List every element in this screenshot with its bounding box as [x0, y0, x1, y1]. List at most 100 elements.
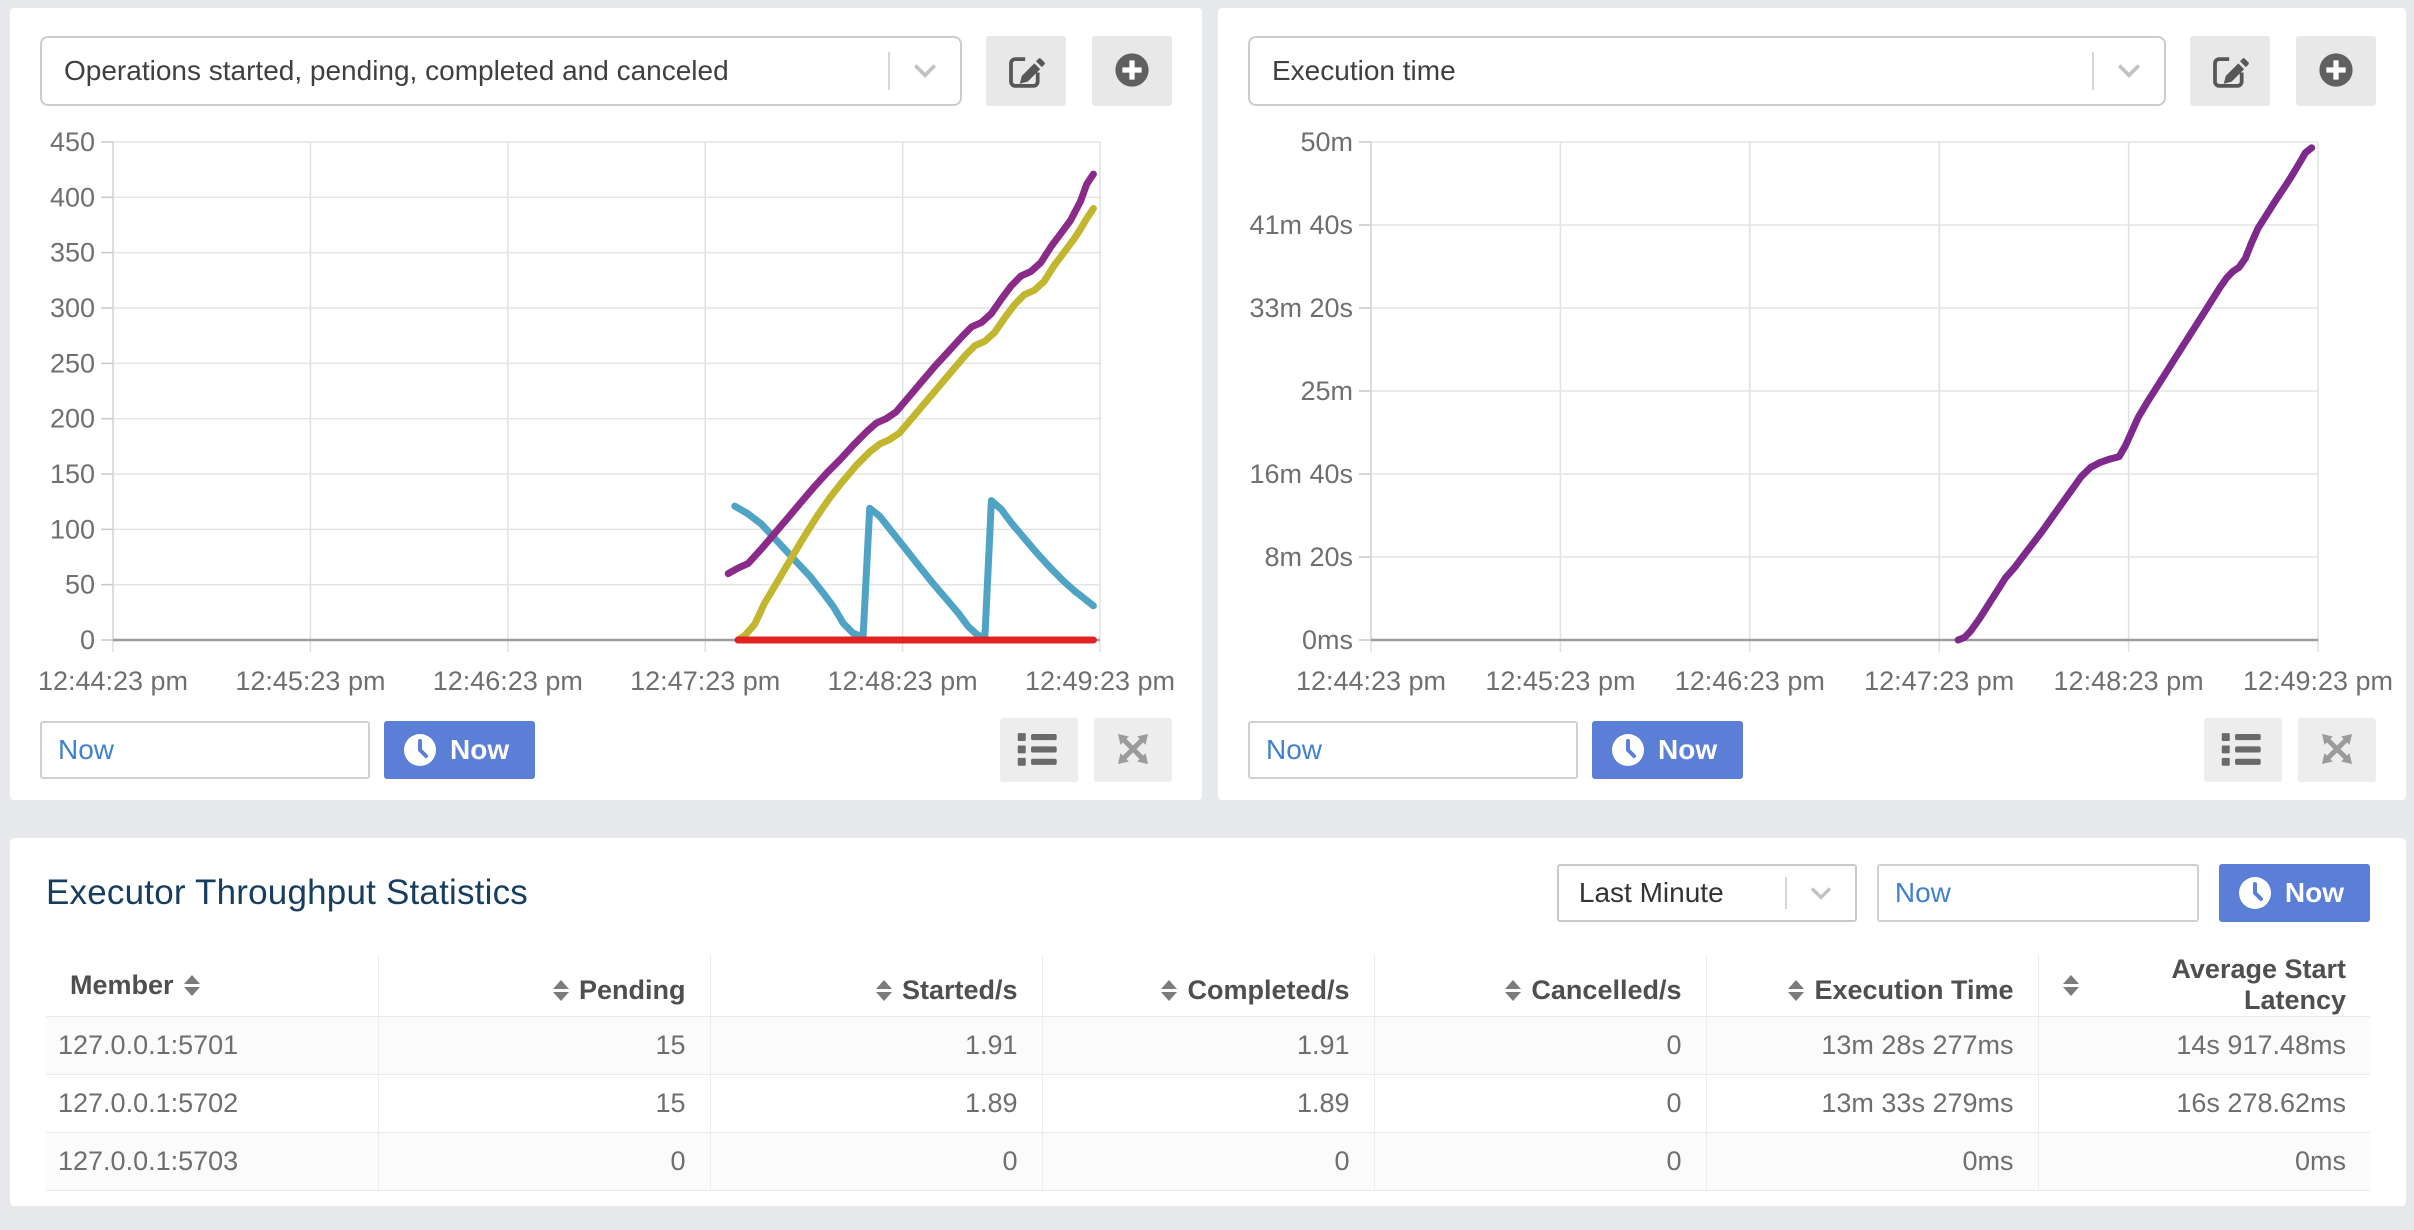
completed-cell: 1.89 — [1041, 1074, 1374, 1133]
svg-text:300: 300 — [50, 293, 95, 323]
table-header-row: Member Pending Started/s Completed/s Can… — [46, 954, 2370, 1017]
started-cell: 1.89 — [709, 1074, 1042, 1133]
expand-chart-button[interactable] — [2298, 718, 2376, 782]
svg-text:0ms: 0ms — [1302, 625, 1353, 655]
plus-circle-icon — [1111, 49, 1153, 94]
expand-arrows-icon — [1113, 729, 1153, 772]
column-label: Member — [70, 969, 174, 1000]
series-pending — [731, 497, 1097, 641]
member-cell: 127.0.0.1:5701 — [46, 1016, 378, 1075]
svg-text:200: 200 — [50, 404, 95, 434]
executor-statistics-table: Member Pending Started/s Completed/s Can… — [46, 954, 2370, 1191]
svg-text:12:46:23 pm: 12:46:23 pm — [433, 666, 583, 696]
column-header-cancelled[interactable]: Cancelled/s — [1373, 954, 1706, 1017]
sort-arrows-icon — [2062, 974, 2079, 996]
cancelled-cell: 0 — [1373, 1132, 1706, 1191]
column-label: Cancelled/s — [1531, 974, 1682, 1005]
column-header-average-start-latency[interactable]: Average Start Latency — [2037, 954, 2370, 1017]
member-cell: 127.0.0.1:5702 — [46, 1074, 378, 1133]
chevron-down-icon — [1787, 886, 1855, 901]
started-cell: 1.91 — [709, 1016, 1042, 1075]
table-row: 127.0.0.1:5703 0 0 0 0 0ms 0ms — [46, 1132, 2370, 1191]
add-chart-button[interactable] — [1092, 36, 1172, 106]
svg-text:100: 100 — [50, 514, 95, 544]
svg-text:12:48:23 pm: 12:48:23 pm — [2054, 666, 2204, 696]
expand-arrows-icon — [2317, 729, 2357, 772]
svg-text:16m 40s: 16m 40s — [1249, 459, 1353, 489]
metric-select[interactable]: Operations started, pending, completed a… — [40, 36, 962, 106]
metric-select-value: Execution time — [1272, 55, 1456, 86]
expand-chart-button[interactable] — [1094, 718, 1172, 782]
svg-text:400: 400 — [50, 182, 95, 212]
execution-time-cell: 0ms — [1705, 1132, 2038, 1191]
svg-text:50: 50 — [65, 570, 95, 600]
svg-text:12:44:23 pm: 12:44:23 pm — [1296, 666, 1446, 696]
execution-time-chart-panel: Execution time 12:44:23 pm 12:45:2 — [1218, 8, 2406, 800]
bottom-panel-header: Executor Throughput Statistics Last Minu… — [46, 864, 2370, 922]
svg-text:12:48:23 pm: 12:48:23 pm — [828, 666, 978, 696]
svg-text:25m: 25m — [1300, 376, 1353, 406]
column-header-completed[interactable]: Completed/s — [1041, 954, 1374, 1017]
add-chart-button[interactable] — [2296, 36, 2376, 106]
column-header-started[interactable]: Started/s — [709, 954, 1042, 1017]
svg-text:12:49:23 pm: 12:49:23 pm — [2243, 666, 2393, 696]
sort-arrows-icon — [553, 979, 569, 1001]
legend-list-button[interactable] — [1000, 718, 1078, 782]
svg-text:0: 0 — [80, 625, 95, 655]
svg-text:12:47:23 pm: 12:47:23 pm — [1864, 666, 2014, 696]
series-started — [734, 204, 1097, 644]
svg-text:12:45:23 pm: 12:45:23 pm — [1485, 666, 1635, 696]
svg-text:8m 20s: 8m 20s — [1264, 542, 1353, 572]
avg-start-latency-cell: 16s 278.62ms — [2037, 1074, 2370, 1133]
column-label: Average Start Latency — [2171, 954, 2346, 1015]
column-label: Pending — [579, 974, 686, 1005]
sort-arrows-icon — [1161, 979, 1178, 1001]
range-select-right — [1784, 866, 1855, 920]
svg-text:250: 250 — [50, 348, 95, 378]
now-button[interactable]: Now — [1592, 721, 1744, 779]
time-input[interactable] — [1248, 721, 1578, 779]
clock-icon — [1610, 732, 1646, 768]
executor-throughput-panel: Executor Throughput Statistics Last Minu… — [10, 838, 2406, 1206]
operations-line-chart: 12:44:23 pm 12:45:23 pm 12:46:23 pm 12:47:2… — [38, 127, 1175, 696]
svg-text:12:49:23 pm: 12:49:23 pm — [1025, 666, 1175, 696]
column-label: Completed/s — [1187, 974, 1350, 1005]
started-cell: 0 — [709, 1132, 1042, 1191]
chevron-down-icon — [2094, 63, 2164, 79]
operations-chart-controls: Now — [40, 718, 1172, 782]
select-divider — [1784, 877, 1787, 909]
clock-icon — [402, 732, 438, 768]
bottom-panel-controls: Last Minute Now — [1556, 864, 2370, 922]
metric-select-right — [2092, 38, 2164, 104]
chevron-down-icon — [890, 63, 960, 79]
chart-tool-buttons — [1000, 718, 1172, 782]
svg-text:50m: 50m — [1300, 127, 1353, 157]
column-header-pending[interactable]: Pending — [377, 954, 710, 1017]
edit-chart-button[interactable] — [2190, 36, 2270, 106]
plus-circle-icon — [2315, 49, 2357, 94]
edit-square-icon — [2210, 50, 2250, 93]
time-input[interactable] — [40, 721, 370, 779]
now-button-label: Now — [450, 734, 510, 765]
operations-chart-panel: Operations started, pending, completed a… — [10, 8, 1202, 800]
edit-chart-button[interactable] — [986, 36, 1066, 106]
now-button[interactable]: Now — [2218, 864, 2370, 922]
range-select[interactable]: Last Minute — [1556, 864, 1857, 922]
legend-list-button[interactable] — [2204, 718, 2282, 782]
column-label: Execution Time — [1814, 974, 2014, 1005]
execution-time-cell: 13m 33s 279ms — [1705, 1074, 2038, 1133]
metric-select[interactable]: Execution time — [1248, 36, 2166, 106]
clock-icon — [2237, 875, 2273, 911]
svg-text:41m 40s: 41m 40s — [1249, 210, 1353, 240]
edit-square-icon — [1006, 50, 1046, 93]
member-cell: 127.0.0.1:5703 — [46, 1132, 378, 1191]
column-header-execution-time[interactable]: Execution Time — [1705, 954, 2038, 1017]
time-input[interactable] — [1876, 864, 2199, 922]
list-icon — [2220, 729, 2266, 772]
execution-time-line-chart: 12:44:23 pm 12:45:23 pm 12:46:23 pm 12:47:2… — [1249, 127, 2393, 696]
select-divider — [2092, 51, 2094, 91]
completed-cell: 1.91 — [1041, 1016, 1374, 1075]
now-button[interactable]: Now — [384, 721, 536, 779]
metric-select-right — [888, 38, 960, 104]
column-header-member[interactable]: Member — [46, 954, 378, 1017]
